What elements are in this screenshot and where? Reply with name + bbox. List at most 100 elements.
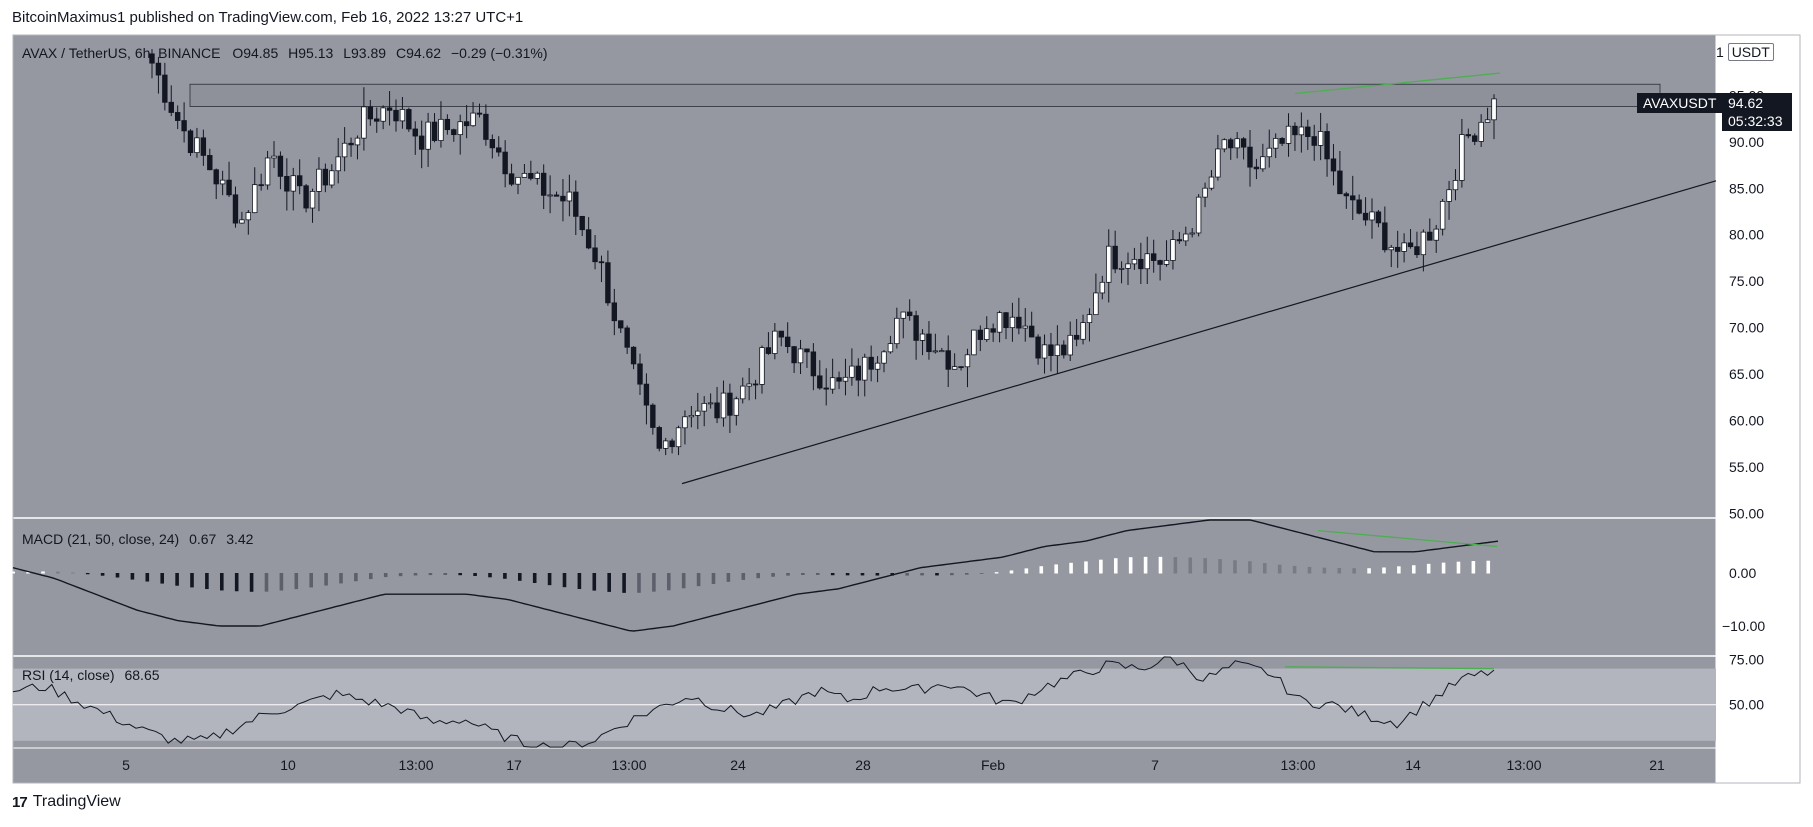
- candle-down: [463, 121, 470, 127]
- candle-down: [489, 139, 496, 149]
- macd-histogram-bar: [279, 573, 284, 591]
- candle-up: [1285, 125, 1292, 144]
- macd-histogram-bar: [1397, 566, 1401, 574]
- candle-down: [1157, 260, 1163, 265]
- candle-down: [817, 375, 823, 389]
- candle-down: [168, 101, 174, 113]
- symbol-label[interactable]: AVAX / TetherUS, 6h, BINANCE: [22, 45, 221, 61]
- footer-brand[interactable]: 17 TradingView: [12, 793, 121, 811]
- macd-histogram-bar: [503, 573, 507, 579]
- macd-histogram-bar: [1456, 561, 1461, 574]
- rsi-divergence-line: [1284, 666, 1495, 670]
- ascending-support-line: [681, 180, 1717, 485]
- candle-up: [1478, 121, 1484, 142]
- macd-histogram-bar: [324, 573, 328, 586]
- candle-up: [1099, 281, 1106, 294]
- candle-down: [303, 185, 309, 209]
- macd-label[interactable]: MACD (21, 50, close, 24): [22, 531, 180, 547]
- macd-histogram-bar: [1248, 561, 1252, 574]
- macd-histogram-bar: [41, 571, 45, 574]
- macd-divergence-line: [1317, 529, 1498, 548]
- macd-histogram-bar: [994, 572, 999, 574]
- rsi-line: [12, 656, 1495, 748]
- high-label: H: [288, 45, 299, 61]
- candle-down: [855, 365, 862, 381]
- macd-histogram-bar: [652, 573, 656, 592]
- candle-down: [637, 363, 643, 385]
- candle-down: [804, 348, 810, 353]
- candle-down: [213, 169, 219, 185]
- candle-down: [656, 427, 662, 449]
- candle-up: [919, 333, 926, 341]
- candle-down: [630, 346, 637, 365]
- candle-up: [1202, 187, 1208, 198]
- candle-down: [1305, 126, 1311, 137]
- candle-up: [984, 328, 990, 340]
- macd-histogram-bar: [741, 573, 746, 580]
- macd-histogram-bar: [1143, 556, 1148, 574]
- candle-down: [181, 120, 187, 132]
- candle-up: [881, 351, 887, 364]
- time-tick-label: 28: [855, 757, 871, 773]
- candle-up: [252, 184, 258, 214]
- macd-histogram-bar: [1128, 557, 1133, 574]
- candle-up: [1446, 189, 1452, 202]
- candle-up: [759, 347, 765, 385]
- candle-down: [431, 121, 438, 141]
- countdown-tag: 05:32:33: [1722, 111, 1792, 131]
- candle-up: [457, 121, 463, 136]
- candle-down: [1228, 139, 1234, 149]
- macd-histogram-bar: [637, 573, 641, 593]
- macd-histogram-bar: [70, 572, 75, 574]
- macd-histogram-bar: [1471, 561, 1476, 574]
- macd-histogram-bar: [1158, 556, 1163, 574]
- candle-down: [573, 191, 579, 217]
- candle-down: [714, 402, 720, 419]
- macd-histogram-bar: [1322, 567, 1327, 574]
- price-tick-label: 55.00: [1729, 459, 1764, 475]
- macd-histogram-bar: [264, 573, 269, 592]
- macd-histogram-bar: [577, 573, 582, 590]
- macd-histogram-bar: [115, 573, 120, 578]
- macd-histogram-bar: [1307, 566, 1312, 574]
- candle-up: [964, 354, 971, 368]
- macd-histogram-bar: [1292, 565, 1297, 574]
- candle-up: [1215, 148, 1221, 178]
- candle-down: [1048, 344, 1054, 356]
- rsi-label[interactable]: RSI (14, close): [22, 667, 115, 683]
- candle-down: [778, 330, 784, 338]
- candle-up: [219, 179, 226, 185]
- macd-histogram-bar: [383, 573, 388, 578]
- candle-up: [939, 350, 945, 353]
- symbol-price-tag: AVAXUSDT: [1637, 93, 1727, 113]
- close-value: 94.62: [406, 45, 442, 61]
- candle-up: [1067, 334, 1073, 356]
- macd-histogram-bar: [398, 573, 403, 577]
- candle-down: [669, 440, 675, 448]
- candle-down: [1407, 242, 1414, 248]
- macd-tick-label: −10.00: [1722, 618, 1765, 634]
- candle-down: [502, 151, 508, 175]
- candle-up: [707, 402, 714, 405]
- candle-up: [951, 366, 958, 370]
- candle-up: [341, 142, 348, 158]
- open-value: 94.85: [243, 45, 279, 61]
- candle-up: [1022, 325, 1028, 329]
- macd-histogram-bar: [607, 573, 611, 592]
- candle-up: [1041, 344, 1048, 359]
- macd-histogram-bar: [1411, 565, 1416, 574]
- candle-down: [322, 168, 329, 186]
- macd-histogram-bar: [771, 573, 775, 577]
- currency-label[interactable]: 1 USDT: [1716, 43, 1774, 61]
- macd-histogram-bar: [845, 573, 850, 576]
- macd-histogram-bar: [1039, 566, 1044, 574]
- macd-histogram-bar: [815, 573, 820, 575]
- macd-histogram-bar: [920, 573, 924, 576]
- macd-histogram-bar: [1441, 562, 1446, 574]
- price-tick-label: 70.00: [1729, 320, 1764, 336]
- candle-down: [226, 179, 232, 196]
- macd-histogram-bar: [964, 573, 969, 575]
- candle-down: [605, 262, 611, 304]
- candle-down: [418, 135, 425, 150]
